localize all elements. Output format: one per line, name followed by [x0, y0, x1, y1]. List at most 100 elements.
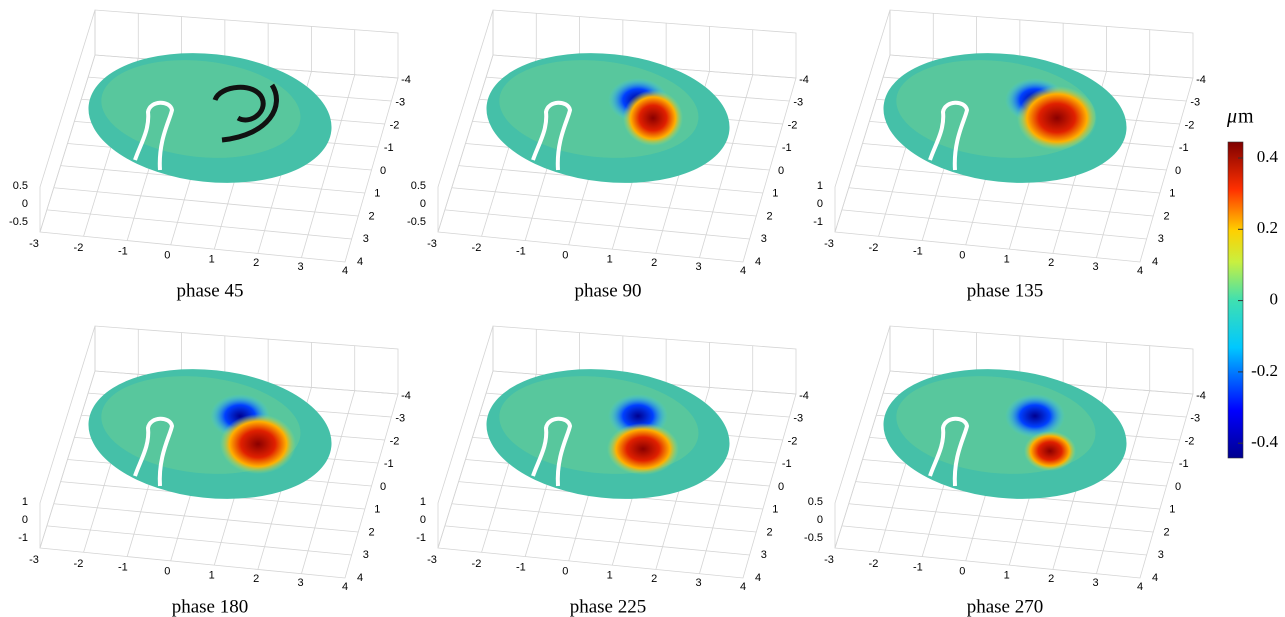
- y-tick-label: 1: [374, 504, 380, 516]
- x-tick-label: -1: [913, 246, 923, 258]
- x-tick-label: 2: [253, 573, 259, 585]
- caption: phase 180: [172, 596, 249, 617]
- x-tick-label: 2: [651, 257, 657, 269]
- x-tick-label: 4: [740, 581, 746, 593]
- x-tick-label: -1: [516, 246, 526, 258]
- y-tick-label: 3: [1158, 233, 1164, 245]
- x-tick-label: -2: [869, 558, 879, 570]
- z-tick-label: -1: [18, 532, 28, 544]
- grid-line: [445, 526, 750, 555]
- y-tick-label: 0: [380, 165, 386, 177]
- x-tick-label: -2: [869, 242, 879, 254]
- z-tick-label: 0: [817, 198, 823, 210]
- colorbar: [1228, 142, 1243, 458]
- x-tick-label: -2: [472, 558, 482, 570]
- y-tick-label: -3: [793, 97, 803, 109]
- z-tick-label: -0.5: [804, 532, 823, 544]
- caption: phase 90: [574, 280, 641, 301]
- grid-line: [849, 188, 1154, 216]
- x-tick-label: 4: [1137, 265, 1143, 277]
- y-tick-label: 3: [761, 549, 767, 561]
- x-tick-label: 4: [1137, 581, 1143, 593]
- unit: m: [1238, 106, 1254, 128]
- caption: phase 135: [967, 280, 1044, 301]
- y-tick-label: -1: [782, 142, 792, 154]
- grid-line: [47, 210, 352, 239]
- side-wall: [835, 10, 890, 232]
- x-tick-label: 4: [342, 581, 348, 593]
- x-tick-label: 0: [562, 565, 568, 577]
- y-tick-label: 3: [1158, 549, 1164, 561]
- y-tick-label: 2: [766, 526, 772, 538]
- y-tick-label: -4: [401, 390, 411, 402]
- x-tick-label: -1: [118, 246, 128, 258]
- y-tick-label: -1: [384, 458, 394, 470]
- y-tick-label: 0: [1175, 481, 1181, 493]
- x-tick-label: -2: [74, 242, 84, 254]
- y-tick-label: -3: [1190, 97, 1200, 109]
- y-tick-label: -4: [1196, 74, 1206, 86]
- grid-line: [47, 526, 352, 555]
- colorbar-tick-label: 0.4: [1257, 147, 1279, 166]
- y-tick-label: -1: [1179, 458, 1189, 470]
- z-tick-label: 1: [817, 180, 823, 192]
- y-tick-label: -4: [799, 74, 809, 86]
- z-tick-label: 0: [420, 514, 426, 526]
- colorbar-tick-label: 0.2: [1257, 218, 1278, 237]
- y-tick-label: 4: [755, 572, 761, 584]
- y-tick-label: 1: [1169, 188, 1175, 200]
- x-tick-label: -1: [118, 562, 128, 574]
- x-tick-label: -3: [29, 554, 39, 566]
- z-tick-label: 0: [420, 198, 426, 210]
- y-tick-label: -1: [384, 142, 394, 154]
- y-tick-label: 0: [1175, 165, 1181, 177]
- y-tick-label: -2: [390, 119, 400, 131]
- z-tick-label: 1: [420, 496, 426, 508]
- panel: -3-2-101234-4-3-2-1012340.50-0.5phase 90: [407, 10, 809, 301]
- y-tick-label: 1: [374, 188, 380, 200]
- z-tick-label: 0: [22, 514, 28, 526]
- y-tick-label: 0: [380, 481, 386, 493]
- y-tick-label: 3: [761, 233, 767, 245]
- y-tick-label: -2: [1185, 435, 1195, 447]
- y-tick-label: -3: [395, 413, 405, 425]
- caption: phase 45: [176, 280, 243, 301]
- x-tick-label: 2: [1048, 257, 1054, 269]
- x-tick-label: -1: [516, 562, 526, 574]
- grid-line: [54, 504, 359, 532]
- y-tick-label: 4: [357, 572, 363, 584]
- z-tick-label: 0: [817, 514, 823, 526]
- colorbar-tick-label: 0: [1270, 290, 1279, 309]
- x-tick-label: 2: [651, 573, 657, 585]
- x-tick-label: 3: [696, 577, 702, 589]
- y-tick-label: 0: [778, 481, 784, 493]
- x-tick-label: 3: [696, 261, 702, 273]
- x-tick-label: 3: [298, 577, 304, 589]
- peak: [1017, 86, 1097, 150]
- x-tick-label: -3: [29, 238, 39, 250]
- x-tick-label: 0: [959, 565, 965, 577]
- y-tick-label: 3: [363, 233, 369, 245]
- x-tick-label: 0: [562, 249, 568, 261]
- grid-line: [842, 210, 1147, 239]
- y-tick-label: 4: [755, 256, 761, 268]
- y-tick-label: -2: [788, 119, 798, 131]
- y-tick-label: 1: [1169, 504, 1175, 516]
- peak: [1024, 431, 1076, 471]
- y-tick-label: 2: [766, 210, 772, 222]
- y-tick-label: 4: [1152, 572, 1158, 584]
- y-tick-label: -2: [788, 435, 798, 447]
- y-tick-label: -1: [1179, 142, 1189, 154]
- x-tick-label: 3: [1093, 261, 1099, 273]
- y-tick-label: -3: [793, 413, 803, 425]
- colorbar-tick-label: -0.2: [1251, 361, 1278, 380]
- x-tick-label: -3: [824, 554, 834, 566]
- side-wall: [40, 10, 95, 232]
- x-tick-label: 1: [1004, 253, 1010, 265]
- z-tick-label: 1: [22, 496, 28, 508]
- y-tick-label: -3: [1190, 413, 1200, 425]
- z-tick-label: -0.5: [9, 216, 28, 228]
